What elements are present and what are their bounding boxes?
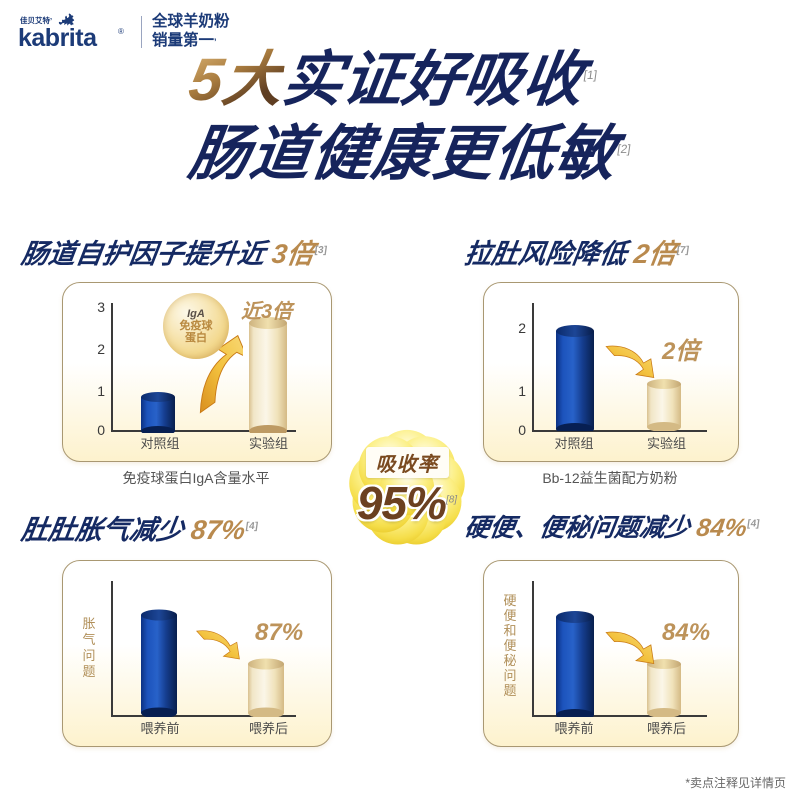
svg-text:®: ® <box>118 27 124 36</box>
svg-text:kabrita: kabrita <box>18 24 98 51</box>
